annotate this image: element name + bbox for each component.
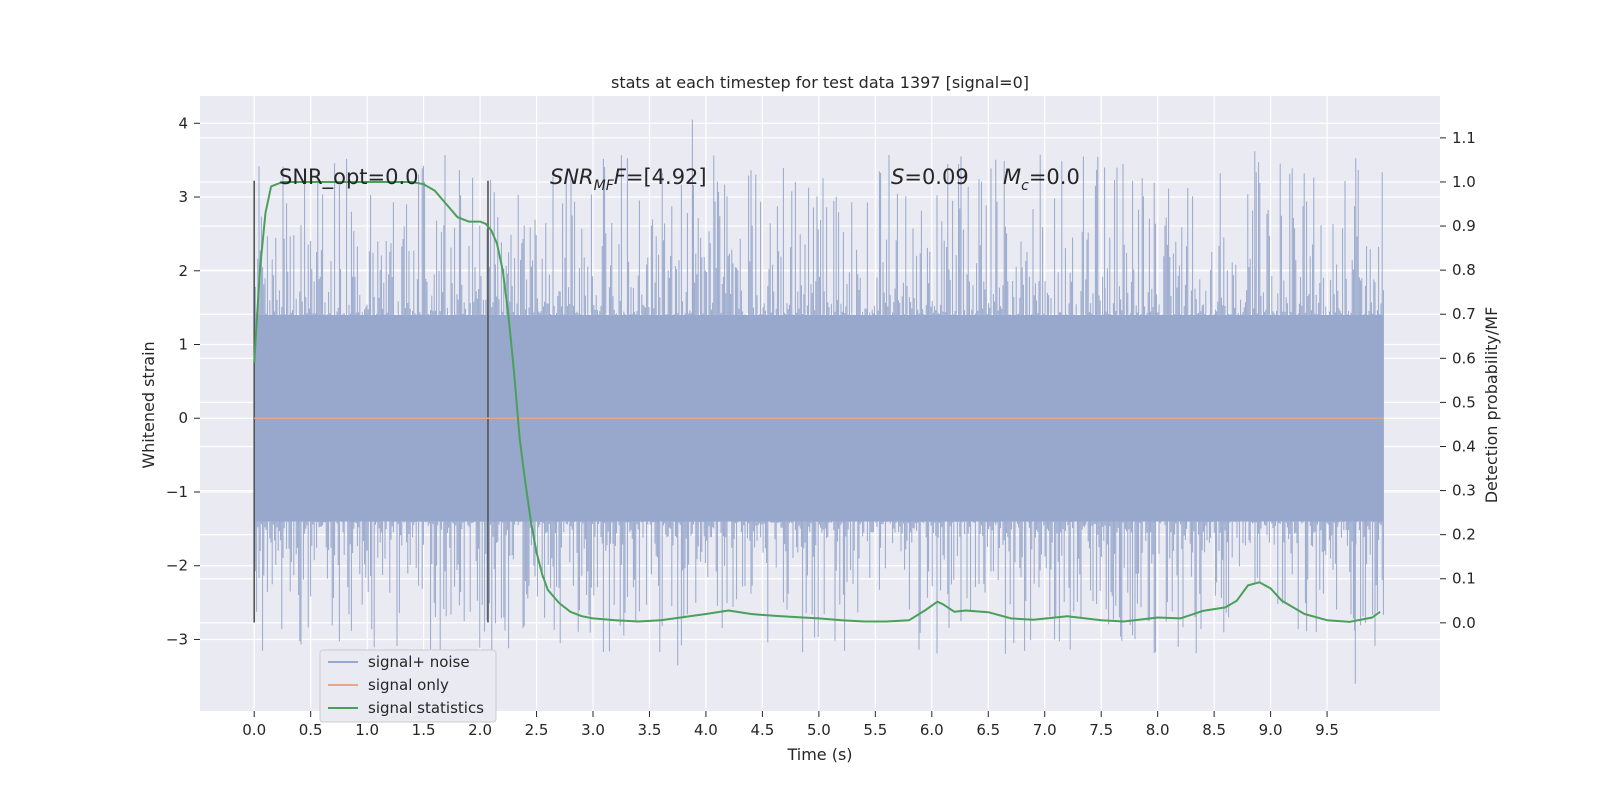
y-tick-label: −1: [166, 483, 188, 501]
snr-mf-value: =[4.92]: [626, 165, 707, 189]
y-tick-label: −3: [166, 630, 188, 648]
x-tick-label: 6.5: [976, 721, 1000, 739]
y-tick-label: 3: [178, 188, 188, 206]
y-axis-ticks: 4 3 2 1 0 −1 −2 −3: [166, 114, 200, 648]
signal-statistics-line: [253, 181, 1381, 623]
y2-tick-label: 0.8: [1452, 261, 1476, 279]
y-tick-label: 0: [178, 409, 188, 427]
legend-box: [319, 649, 497, 723]
y-axis-label: Whitened strain: [139, 341, 158, 468]
y-tick-label: 4: [178, 114, 188, 132]
snr-mf-subscript: MF: [594, 178, 615, 194]
y2-axis-ticks: 1.1 1.0 0.9 0.8 0.7 0.6 0.5 0.4 0.3 0.2 0.1 0.0: [1440, 129, 1476, 632]
x-tick-label: 0.0: [242, 721, 266, 739]
y2-axis-label: Detection probability/MF: [1482, 307, 1501, 504]
x-tick-label: 2.0: [468, 721, 492, 739]
y2-tick-label: 0.3: [1452, 482, 1476, 500]
mc-symbol: M: [1003, 165, 1021, 189]
x-tick-label: 1.0: [355, 721, 379, 739]
y2-tick-label: 0.7: [1452, 305, 1476, 323]
chart-title: stats at each timestep for test data 139…: [611, 73, 1029, 92]
x-tick-label: 7.0: [1033, 721, 1057, 739]
y2-tick-label: 0.2: [1452, 526, 1476, 544]
x-tick-label: 3.5: [638, 721, 662, 739]
y2-tick-label: 0.4: [1452, 437, 1476, 455]
y2-tick-label: 0.6: [1452, 349, 1476, 367]
s-annotation: S=0.09: [891, 165, 969, 189]
y2-tick-label: 0.9: [1452, 217, 1476, 235]
y2-tick-label: 0.5: [1452, 393, 1476, 411]
x-tick-label: 2.5: [525, 721, 549, 739]
snr-opt-annotation: SNR_opt=0.0: [279, 165, 419, 190]
snr-mf-annotation: SNRMFF=[4.92]: [550, 165, 707, 194]
y2-tick-label: 1.1: [1452, 129, 1476, 147]
x-tick-label: 4.5: [750, 721, 774, 739]
y-tick-label: 2: [178, 262, 188, 280]
x-tick-label: 5.0: [807, 721, 831, 739]
x-tick-label: 8.5: [1202, 721, 1226, 739]
snr-mf-symbol: SNR: [550, 165, 594, 189]
x-axis-label: Time (s): [786, 745, 852, 764]
y2-tick-label: 0.1: [1452, 570, 1476, 588]
x-tick-label: 7.5: [1089, 721, 1113, 739]
x-tick-label: 8.0: [1146, 721, 1170, 739]
event-vertical-lines: [253, 180, 489, 623]
y2-tick-label: 0.0: [1452, 614, 1476, 632]
x-tick-label: 5.5: [863, 721, 887, 739]
legend-label-signal-statistics: signal statistics: [368, 699, 484, 717]
s-symbol: S: [891, 165, 904, 189]
x-tick-label: 9.0: [1259, 721, 1283, 739]
mc-annotation: Mc=0.0: [1003, 165, 1080, 194]
x-tick-label: 1.5: [412, 721, 436, 739]
x-axis-ticks: 0.0 0.5 1.0 1.5 2.0 2.5 3.0 3.5 4.0 4.5 5.0 5.5 6.0 6…: [242, 711, 1339, 739]
y2-tick-label: 1.0: [1452, 173, 1476, 191]
y-tick-label: 1: [178, 336, 188, 354]
x-tick-label: 0.5: [299, 721, 323, 739]
x-tick-label: 4.0: [694, 721, 718, 739]
mc-value: =0.0: [1029, 165, 1080, 189]
legend: signal+ noise signal only signal statist…: [319, 649, 497, 723]
mc-subscript: c: [1021, 178, 1029, 194]
x-tick-label: 9.5: [1315, 721, 1339, 739]
legend-label-signal-only: signal only: [368, 676, 449, 694]
x-tick-label: 3.0: [581, 721, 605, 739]
annotations: SNR_opt=0.0 SNRMFF=[4.92] S=0.09 Mc=0.0: [279, 165, 1080, 194]
legend-label-signal-noise: signal+ noise: [368, 653, 470, 671]
x-tick-label: 6.0: [920, 721, 944, 739]
s-value: =0.09: [904, 165, 968, 189]
y-tick-label: −2: [166, 557, 188, 575]
signal-statistics-series: [253, 181, 1381, 623]
